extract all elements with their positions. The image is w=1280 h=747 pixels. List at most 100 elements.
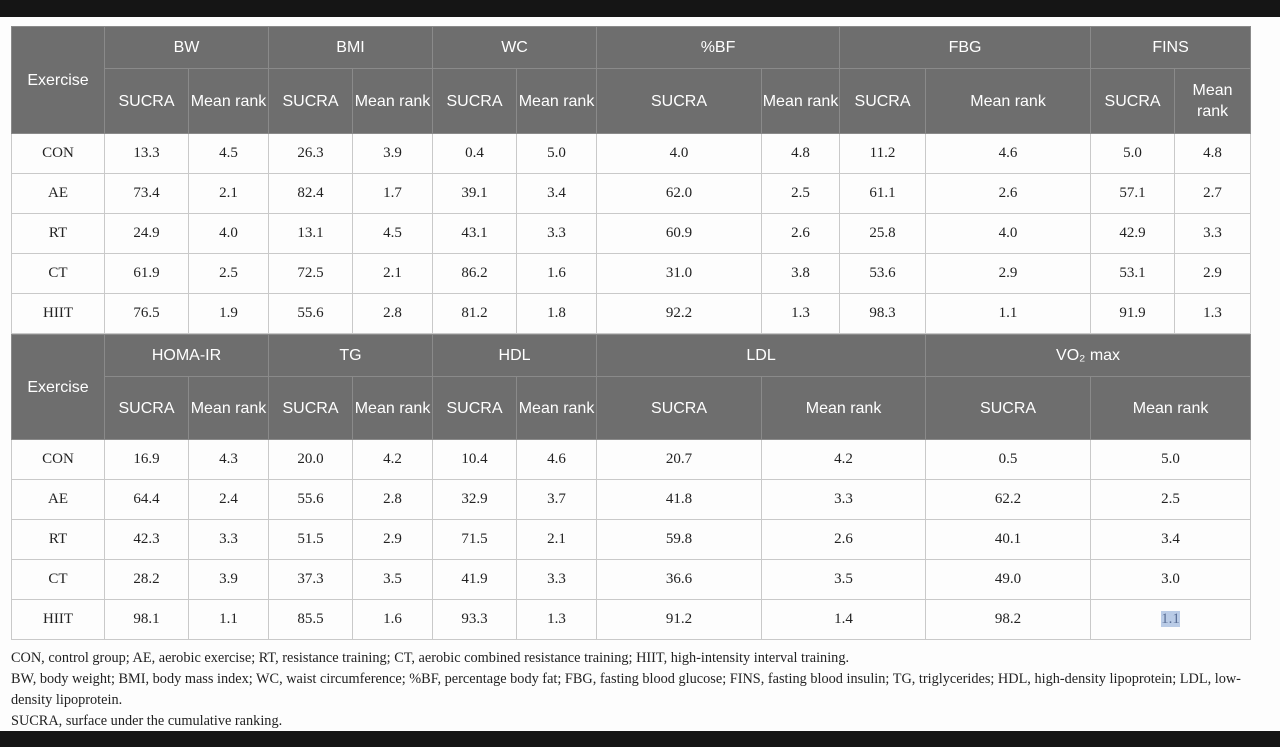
mean-rank-cell: 3.4 xyxy=(516,173,598,214)
sucra-cell: 57.1 xyxy=(1090,173,1176,214)
cell-value: 3.3 xyxy=(547,225,566,241)
mean-rank-cell: 2.5 xyxy=(188,253,269,294)
mean-rank-cell: 3.4 xyxy=(1090,519,1252,560)
sucra-cell: 62.2 xyxy=(925,479,1092,520)
cell-value: 43.1 xyxy=(461,225,488,241)
group-header-hdl: HDL xyxy=(432,334,598,377)
cell-value: 13.1 xyxy=(297,225,324,241)
cell-value: 20.0 xyxy=(297,451,324,467)
cell-value: 91.9 xyxy=(1119,305,1146,321)
sucra-cell: 41.8 xyxy=(596,479,763,520)
table-row: RT 42.3 3.3 51.5 2.9 71.5 2.1 59.8 2.6 40.1 3.4 xyxy=(11,519,1252,560)
mean-rank-cell: 3.3 xyxy=(516,213,598,254)
mean-rank-cell: 4.5 xyxy=(351,213,434,254)
mean-rank-cell: 3.9 xyxy=(187,559,270,600)
sucra-cell: 20.0 xyxy=(268,439,354,480)
mean-rank-cell: 1.3 xyxy=(761,293,841,334)
cell-value: 98.3 xyxy=(869,305,896,321)
cell-value: 4.2 xyxy=(834,451,853,467)
cell-value: 98.2 xyxy=(994,611,1022,627)
mean-rank-cell: 3.8 xyxy=(761,253,841,294)
table-row: RT 24.9 4.0 13.1 4.5 43.1 3.3 60.9 2.6 25.8 4.0 42.… xyxy=(11,213,1252,254)
cell-value: 3.8 xyxy=(791,265,810,281)
cell-value: 64.4 xyxy=(133,491,160,507)
sucra-cell: 85.5 xyxy=(268,599,354,640)
mean-rank-cell: 2.9 xyxy=(1174,253,1252,294)
cell-value: 85.5 xyxy=(297,611,324,627)
cell-value: 11.2 xyxy=(869,145,896,161)
cell-value: 1.1 xyxy=(1161,611,1180,627)
sub-header: SUCRA xyxy=(432,68,518,134)
cell-value: 1.9 xyxy=(219,305,238,321)
mean-rank-cell: 4.6 xyxy=(516,439,598,480)
cell-value: 2.1 xyxy=(219,185,238,201)
cell-value: 3.4 xyxy=(1161,531,1180,547)
cell-value: 3.3 xyxy=(219,531,238,547)
cell-value: 81.2 xyxy=(461,305,488,321)
mean-rank-cell: 2.4 xyxy=(187,479,270,520)
cell-value: 20.7 xyxy=(665,451,693,467)
sucra-cell: 49.0 xyxy=(925,559,1092,600)
mean-rank-cell: 1.6 xyxy=(352,599,434,640)
cell-value: 4.0 xyxy=(998,225,1018,241)
cell-value: 53.1 xyxy=(1119,265,1146,281)
group-header-wc: WC xyxy=(432,26,598,69)
cell-value: 4.3 xyxy=(219,451,238,467)
sub-header: SUCRA xyxy=(1090,68,1176,134)
cell-value: 3.9 xyxy=(383,145,402,161)
sucra-cell: 91.2 xyxy=(596,599,763,640)
exercise-cell: AE xyxy=(11,173,105,214)
cell-value: 2.8 xyxy=(383,305,402,321)
sub-header: Mean rank xyxy=(352,376,434,440)
sucra-cell: 86.2 xyxy=(432,253,518,294)
cell-value: 4.8 xyxy=(1203,145,1222,161)
sucra-cell: 31.0 xyxy=(596,253,763,294)
sucra-cell: 28.2 xyxy=(104,559,189,600)
sucra-cell: 82.4 xyxy=(268,173,353,214)
sucra-cell: 24.9 xyxy=(104,213,189,254)
document-page: Exercise BW BMI WC %BF FBG FINS SUCRA Me… xyxy=(0,17,1280,731)
sub-header: Mean rank xyxy=(1174,68,1252,134)
cell-value: 2.5 xyxy=(1161,491,1180,507)
sucra-cell: 32.9 xyxy=(432,479,518,520)
mean-rank-cell: 3.9 xyxy=(351,133,434,174)
cell-value: 1.8 xyxy=(547,305,566,321)
sucra-cell: 60.9 xyxy=(596,213,763,254)
mean-rank-cell: 1.6 xyxy=(516,253,598,294)
cell-value: 1.1 xyxy=(219,611,238,627)
cell-value: 1.3 xyxy=(1203,305,1222,321)
cell-value: 42.9 xyxy=(1119,225,1146,241)
bottom-black-bar xyxy=(0,731,1280,747)
sub-header: Mean rank xyxy=(761,68,841,134)
mean-rank-cell: 5.0 xyxy=(516,133,598,174)
table-row: CT 28.2 3.9 37.3 3.5 41.9 3.3 36.6 3.5 49.0 3.0 xyxy=(11,559,1252,600)
cell-value: 2.6 xyxy=(791,225,810,241)
cell-value: 16.9 xyxy=(133,451,160,467)
sub-header: SUCRA xyxy=(925,376,1092,440)
sucra-cell: 61.9 xyxy=(104,253,189,294)
exercise-cell: RT xyxy=(11,213,105,254)
sub-header: Mean rank xyxy=(351,68,434,134)
sucra-cell: 93.3 xyxy=(432,599,518,640)
mean-rank-cell: 2.5 xyxy=(761,173,841,214)
cell-value: 4.8 xyxy=(791,145,810,161)
mean-rank-cell: 2.8 xyxy=(351,293,434,334)
sub-header: SUCRA xyxy=(268,376,354,440)
mean-rank-cell: 3.5 xyxy=(761,559,927,600)
sub-header: SUCRA xyxy=(839,68,927,134)
sub-header: Mean rank xyxy=(516,376,598,440)
footnote-sucra: SUCRA, surface under the cumulative rank… xyxy=(11,713,283,729)
sucra-cell: 98.2 xyxy=(925,599,1092,640)
sub-header: Mean rank xyxy=(188,68,269,134)
cell-value: 1.7 xyxy=(383,185,402,201)
group-header-bf: %BF xyxy=(596,26,841,69)
table-row: CT 61.9 2.5 72.5 2.1 86.2 1.6 31.0 3.8 53.6 2.9 53.… xyxy=(11,253,1252,294)
sucra-cell: 98.1 xyxy=(104,599,189,640)
mean-rank-cell: 1.1 xyxy=(1090,599,1252,640)
cell-value: 76.5 xyxy=(133,305,160,321)
cell-value: 71.5 xyxy=(461,531,488,547)
sucra-cell: 13.1 xyxy=(268,213,353,254)
sucra-cell: 91.9 xyxy=(1090,293,1176,334)
exercise-cell: CON xyxy=(11,439,105,480)
cell-value: 2.9 xyxy=(998,265,1018,281)
